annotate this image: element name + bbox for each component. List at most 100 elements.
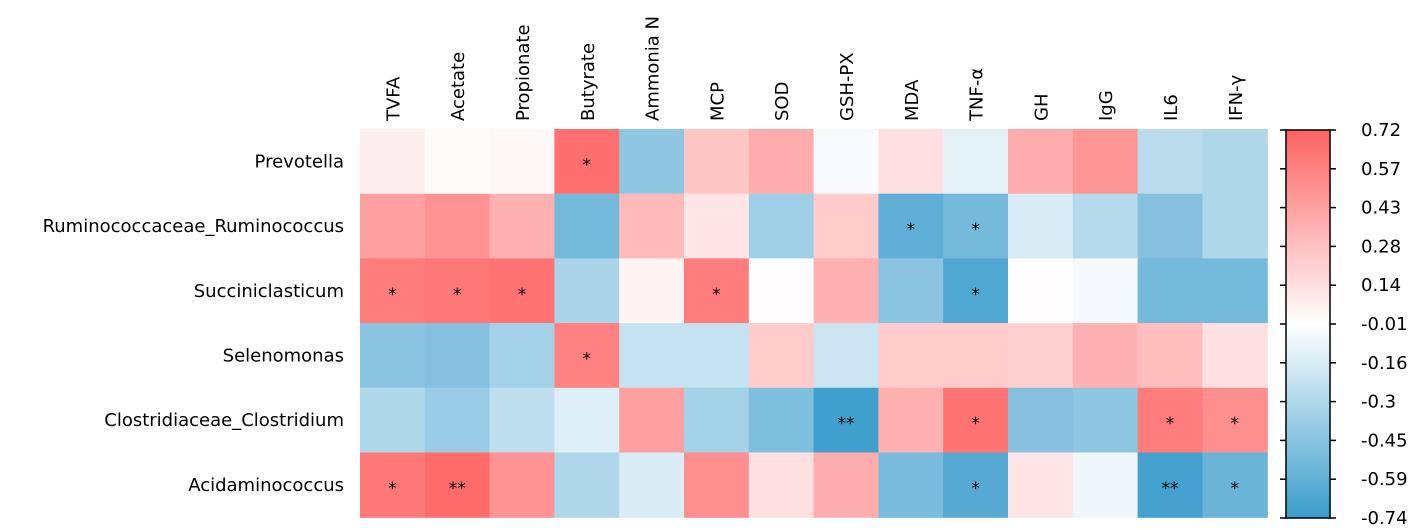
heatmap-cell [943, 452, 1009, 518]
heatmap-cell [424, 323, 491, 389]
heatmap-cell [619, 452, 685, 518]
significance-mark: * [1231, 479, 1240, 499]
significance-mark: * [583, 155, 592, 175]
heatmap-cell [1137, 258, 1203, 324]
heatmap-cell [360, 452, 426, 518]
heatmap-cell [943, 129, 1009, 195]
heatmap-cell [1137, 129, 1203, 195]
heatmap-cell [1008, 258, 1074, 324]
column-label: Acetate [448, 52, 469, 121]
heatmap-cell [554, 193, 620, 259]
heatmap-cell [684, 258, 750, 324]
significance-mark: * [971, 414, 980, 434]
column-label: IL6 [1161, 94, 1182, 121]
row-label: Prevotella [255, 151, 344, 172]
heatmap-cell [1072, 193, 1139, 259]
heatmap-cell [748, 387, 815, 454]
heatmap-cell [684, 129, 750, 195]
heatmap-cell [1072, 129, 1139, 195]
heatmap-cell [1008, 129, 1074, 195]
column-label: MDA [902, 79, 923, 121]
significance-mark: * [388, 479, 397, 499]
heatmap-cell [424, 193, 491, 259]
heatmap-cell [813, 193, 879, 259]
heatmap-cell [554, 129, 620, 195]
significance-mark: ** [449, 479, 466, 499]
row-label: Succiniclasticum [194, 281, 344, 302]
column-label: TVFA [383, 76, 404, 122]
heatmap-cell [878, 258, 944, 324]
heatmap-cell [489, 387, 555, 454]
heatmap-cell [619, 387, 685, 454]
significance-mark: * [1166, 414, 1175, 434]
significance-mark: * [583, 349, 592, 369]
heatmap-cell [424, 387, 491, 454]
heatmap-cell [1008, 323, 1074, 389]
heatmap-cell [619, 258, 685, 324]
heatmap-cell [748, 129, 815, 195]
heatmap-cell [813, 323, 879, 389]
heatmap-cell [1072, 323, 1139, 389]
significance-mark: * [453, 285, 462, 305]
heatmap-cell [619, 323, 685, 389]
colorbar-tick-label: 0.72 [1361, 120, 1401, 141]
heatmap-cell [878, 323, 944, 389]
heatmap-cell [360, 129, 426, 195]
heatmap-cell [554, 387, 620, 454]
row-label: Acidaminococcus [188, 475, 344, 496]
heatmap-cell [360, 323, 426, 389]
heatmap-cell [878, 387, 944, 454]
colorbar-tick-label: 0.57 [1361, 159, 1401, 180]
row-label: Selenomonas [223, 345, 344, 366]
heatmap-cell [943, 258, 1009, 324]
column-labels: TVFA Acetate Propionate Butyrate Ammonia N MC… [383, 16, 1246, 122]
heatmap-cell [748, 193, 815, 259]
row-label: Clostridiaceae_Clostridium [104, 410, 344, 431]
colorbar-tick-label: -0.01 [1361, 314, 1408, 335]
heatmap-cell [813, 129, 879, 195]
heatmap-cell [489, 193, 555, 259]
heatmap-cell [424, 258, 491, 324]
colorbar-tick-label: 0.28 [1361, 236, 1401, 257]
colorbar-tick-label: -0.16 [1361, 353, 1408, 374]
heatmap-cell [813, 452, 879, 518]
heatmap-cell [619, 193, 685, 259]
heatmap-cell [748, 452, 815, 518]
significance-mark: * [971, 285, 980, 305]
row-labels: Prevotella Ruminococcaceae_Ruminococcus Su… [43, 151, 344, 496]
heatmap-cell [1202, 258, 1268, 324]
significance-mark: ** [838, 414, 855, 434]
heatmap-cell [489, 323, 555, 389]
significance-mark: * [712, 285, 721, 305]
heatmap-cell [943, 387, 1009, 454]
significance-mark: * [971, 479, 980, 499]
heatmap-cell [878, 452, 944, 518]
heatmap-cell [489, 258, 555, 324]
column-label: GH [1031, 94, 1052, 121]
column-label: SOD [772, 82, 793, 121]
heatmap-cell [619, 129, 685, 195]
heatmap-cell [489, 452, 555, 518]
heatmap-cell [489, 129, 555, 195]
colorbar-tick-label: -0.3 [1361, 392, 1396, 413]
column-label: TNF-α [967, 68, 988, 122]
row-label: Ruminococcaceae_Ruminococcus [43, 216, 344, 237]
heatmap-cell [684, 387, 750, 454]
heatmap-cell [1008, 387, 1074, 454]
heatmap-cell [554, 258, 620, 324]
heatmap-cell [554, 452, 620, 518]
heatmap-cell [1202, 193, 1268, 259]
heatmap-cell [878, 193, 944, 259]
heatmap-cell [1137, 323, 1203, 389]
column-label: Butyrate [578, 43, 599, 121]
colorbar-tick-label: 0.14 [1361, 275, 1401, 296]
colorbar-tick-label: -0.74 [1361, 508, 1408, 529]
heatmap-cell [1137, 193, 1203, 259]
column-label: Ammonia N [643, 16, 664, 121]
heatmap-cell [878, 129, 944, 195]
heatmap-cell [943, 193, 1009, 259]
heatmap-cell [813, 387, 879, 454]
heatmap-cell [1137, 452, 1203, 518]
heatmap-cell [943, 323, 1009, 389]
heatmap-cell [1202, 129, 1268, 195]
